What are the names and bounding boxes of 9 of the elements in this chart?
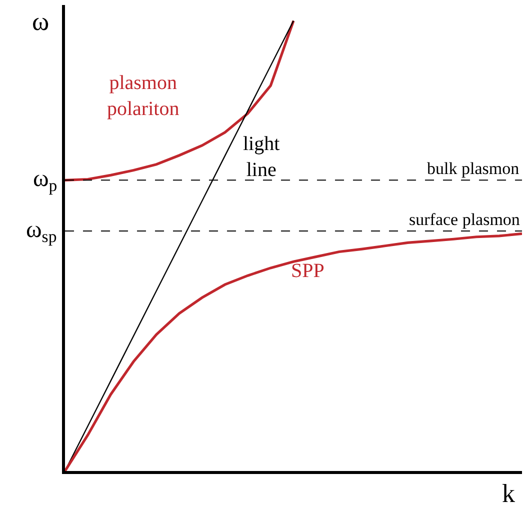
series-label: SPP [291,260,324,282]
text: ω$_{sp}$ [26,217,57,246]
ref-line-label: bulk plasmon [427,159,520,178]
text: ω$_{p}$ [33,166,58,196]
y-axis-title: ω [32,7,50,36]
series-label: plasmon polariton [107,72,180,120]
ref-line-label: surface plasmon [409,210,520,229]
series-label: light line [243,133,280,181]
x-axis-title: k [502,479,515,508]
